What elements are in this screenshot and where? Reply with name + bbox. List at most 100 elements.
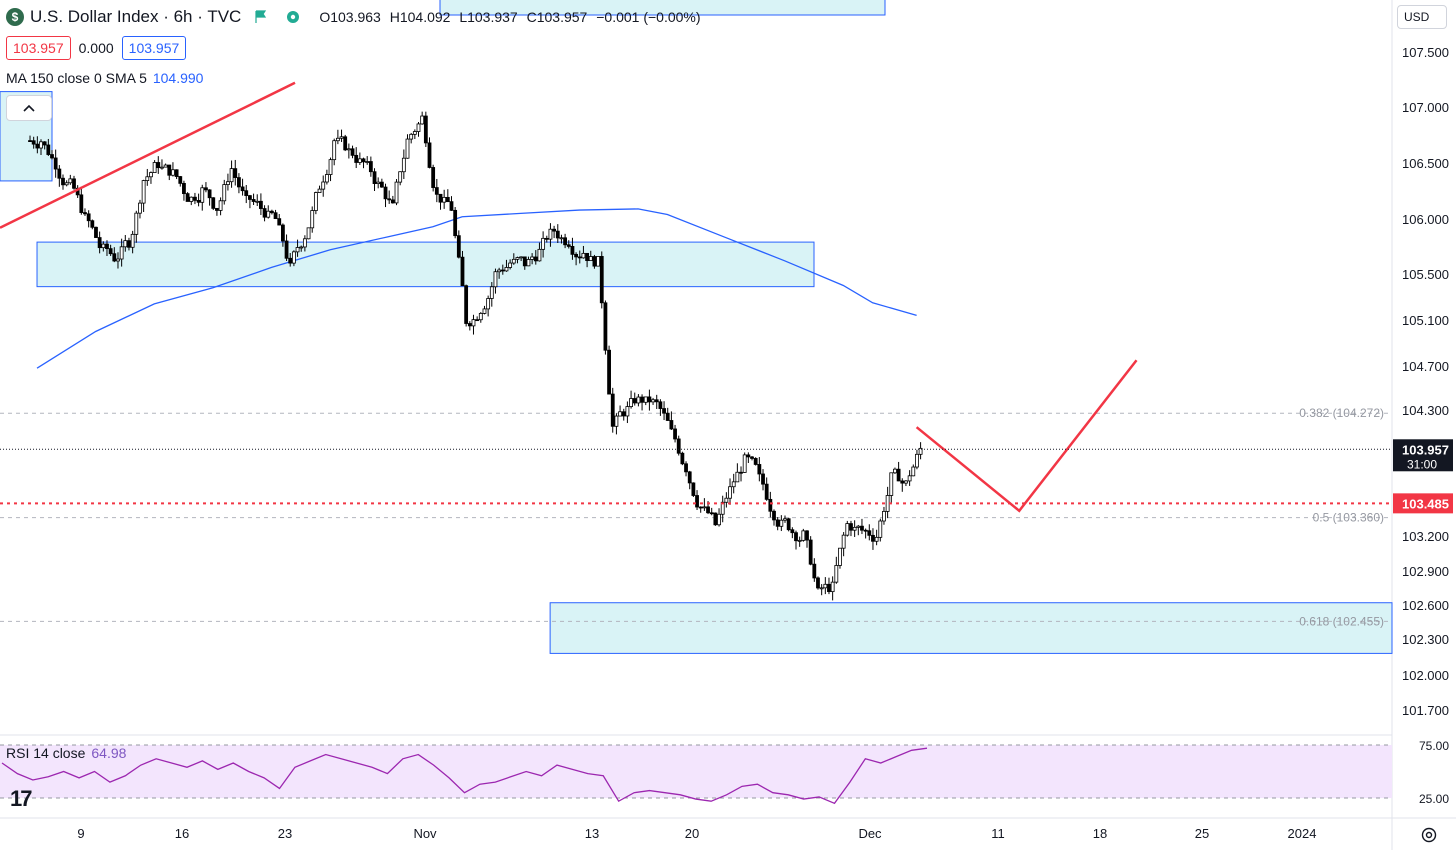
candle-body (39, 141, 43, 149)
candle-body (742, 454, 747, 473)
fib-label-1: 0.5 (103.360) (1313, 511, 1384, 525)
candle-body (152, 162, 157, 174)
x-tick-label: 23 (278, 826, 292, 841)
candle-body (182, 182, 186, 195)
y-tick-label: 101.700 (1402, 703, 1449, 718)
candle-body (42, 141, 47, 146)
candle-body (390, 199, 395, 204)
candle-body (31, 140, 36, 145)
candle-body (684, 463, 688, 473)
candle-body (537, 248, 542, 262)
candle-body (702, 506, 707, 509)
candle-body (262, 208, 267, 218)
candle-body (237, 177, 241, 188)
candle-body (805, 530, 809, 541)
x-tick-label: Nov (413, 826, 437, 841)
currency-select[interactable]: USD (1397, 5, 1447, 29)
candle-body (339, 136, 344, 139)
candle-body (368, 161, 373, 173)
ma150-line (36, 208, 917, 369)
collapse-legend-button[interactable] (6, 95, 52, 121)
flag-icon[interactable] (255, 10, 267, 24)
candle-body (365, 161, 370, 163)
rsi-pane (0, 744, 1392, 805)
candle-body (163, 164, 168, 168)
candle-body (896, 468, 901, 482)
candle-body (808, 539, 813, 565)
candle-body (434, 187, 439, 195)
candle-body (72, 178, 76, 189)
candle-body (522, 256, 527, 267)
sell-button[interactable]: 103.957 (6, 36, 71, 60)
candle-body (423, 115, 428, 144)
candle-body (775, 519, 780, 527)
visibility-icon[interactable] (285, 10, 301, 24)
symbol-title[interactable]: U.S. Dollar Index · 6h · TVC (30, 7, 242, 26)
candle-body (372, 171, 377, 185)
candle-body (827, 583, 831, 593)
x-tick-label: 11 (991, 826, 1005, 841)
rsi-legend[interactable]: RSI 14 close 64.98 (6, 745, 126, 761)
candle-body (119, 246, 124, 260)
candle-body (248, 195, 252, 200)
candle-body (438, 193, 443, 203)
tradingview-logo[interactable]: 17 (10, 786, 33, 811)
x-tick-label: 20 (685, 826, 699, 841)
fib-label-0: 0.382 (104.272) (1299, 406, 1384, 420)
candle-body (244, 190, 249, 197)
candle-body (669, 420, 674, 430)
candle-body (83, 212, 87, 215)
candle-body (467, 323, 472, 327)
candle-body (456, 235, 461, 258)
candle-body (698, 506, 703, 509)
candle-body (379, 181, 384, 188)
candle-body (273, 212, 278, 220)
candle-body (599, 256, 604, 304)
candle-body (207, 189, 212, 199)
candle-body (559, 237, 564, 240)
candle-body (662, 408, 666, 414)
candle-body (145, 176, 150, 181)
candle-body (431, 167, 436, 188)
candle-body (196, 199, 201, 203)
candle-body (387, 198, 392, 201)
candle-body (269, 210, 274, 214)
candle-body (904, 480, 908, 484)
candle-body (398, 171, 403, 183)
candle-body (138, 202, 142, 214)
candle-body (695, 495, 699, 508)
x-tick-label: 16 (175, 826, 189, 841)
candle-body (475, 319, 480, 322)
settings-gear-icon[interactable] (1420, 826, 1438, 844)
dollar-symbol-icon: $ (6, 8, 24, 26)
ma-label: MA 150 close 0 SMA 5 (6, 70, 147, 86)
candle-body (783, 518, 787, 521)
candle-body (753, 458, 758, 465)
candle-body (222, 184, 227, 202)
candle-body (541, 237, 546, 250)
candle-body (28, 140, 32, 143)
trade-buttons: 103.957 0.000 103.957 (6, 36, 187, 60)
ma-legend[interactable]: MA 150 close 0 SMA 5 104.990 (6, 70, 203, 86)
candle-body (588, 256, 593, 262)
candle-body (885, 495, 890, 512)
candle-body (823, 583, 828, 589)
candle-body (863, 529, 868, 532)
buy-button[interactable]: 103.957 (121, 36, 187, 60)
candle-body (174, 169, 179, 177)
candle-body (306, 227, 311, 240)
candle-body (215, 207, 219, 211)
candle-body (409, 133, 414, 140)
candle-body (189, 196, 194, 202)
candle-body (724, 497, 729, 503)
candle-body (830, 581, 835, 593)
candle-body (607, 349, 611, 395)
candle-body (585, 252, 589, 262)
candle-body (280, 224, 285, 242)
candle-body (563, 237, 567, 246)
candle-body (654, 399, 659, 403)
y-tick-label: 104.700 (1402, 359, 1449, 374)
candle-body (508, 262, 513, 268)
